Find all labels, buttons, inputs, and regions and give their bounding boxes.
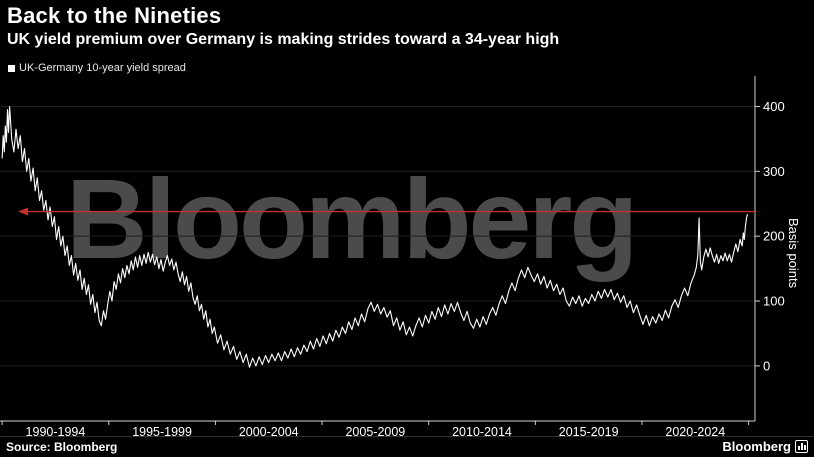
x-tick-label: 1995-1999: [132, 425, 192, 439]
legend-swatch-icon: [8, 64, 15, 72]
y-tick-label: 400: [763, 99, 785, 114]
spread-line-series: [1, 105, 749, 368]
x-axis-labels: 1990-1994 1995-1999 2000-2004 2005-2009 2010…: [0, 425, 814, 441]
y-tick-label: 200: [763, 229, 785, 244]
y-tick-label: 100: [763, 294, 785, 309]
y-tick-label: 0: [763, 358, 770, 373]
annotation-arrowhead-icon: [18, 207, 28, 216]
footer-divider: [0, 436, 814, 437]
bloomberg-watermark: Bloomberg: [66, 156, 638, 282]
y-tick-label: 300: [763, 164, 785, 179]
line-chart: 0 100 200 300 400: [0, 76, 785, 425]
x-tick-label: 2010-2014: [452, 425, 512, 439]
x-tick-label: 2015-2019: [558, 425, 619, 439]
chart-subtitle: UK yield premium over Germany is making …: [7, 31, 560, 48]
bloomberg-brand-name: Bloomberg: [722, 439, 791, 454]
x-tick-label: 2000-2004: [238, 425, 299, 439]
chart-title: Back to the Nineties: [7, 3, 222, 28]
x-tick-label: 2005-2009: [345, 425, 406, 439]
bloomberg-terminal-icon: [795, 440, 808, 453]
source-credit: Source: Bloomberg: [6, 440, 118, 454]
legend: UK-Germany 10-year yield spread: [8, 62, 186, 74]
bloomberg-brand: Bloomberg: [722, 439, 808, 454]
x-tick-label: 2020-2024: [665, 425, 726, 439]
legend-label: UK-Germany 10-year yield spread: [19, 62, 186, 74]
x-tick-label: 1990-1994: [25, 425, 86, 439]
y-axis-label: Basis points: [786, 217, 801, 289]
